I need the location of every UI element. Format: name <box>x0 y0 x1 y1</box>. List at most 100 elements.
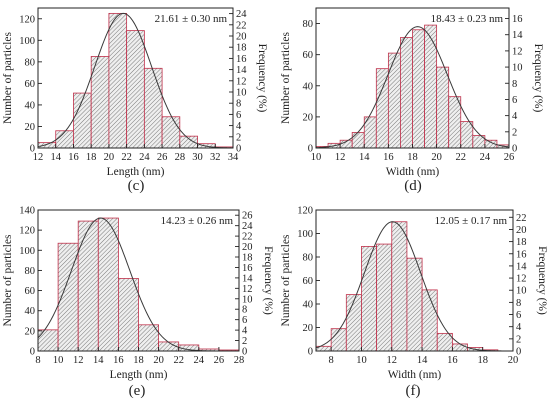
x-tick-label: 10 <box>53 355 64 366</box>
x-tick-label: 12 <box>335 152 346 163</box>
gaussian-fit-curve <box>315 26 510 149</box>
x-tick-label: 18 <box>133 355 144 366</box>
y-tick-label: 80 <box>25 266 36 277</box>
x-tick-label: 8 <box>329 355 334 366</box>
y2-tick-label: 26 <box>242 211 253 222</box>
y2-tick-label: 16 <box>242 263 253 274</box>
y-axis-label: Number of particles <box>2 234 14 326</box>
histogram-bar <box>424 24 438 149</box>
y2-tick-label: 10 <box>516 286 527 297</box>
histogram-bar <box>391 221 408 352</box>
y-tick-label: 60 <box>303 50 314 61</box>
x-tick-label: 22 <box>121 152 132 163</box>
y2-tick-label: 10 <box>512 63 523 74</box>
mean-size-annotation: 18.43 ± 0.23 nm <box>431 13 504 25</box>
y2-tick-label: 16 <box>516 249 527 260</box>
x-axis-label: Length (nm) <box>107 166 165 178</box>
x-tick-label: 16 <box>383 152 394 163</box>
mean-size-annotation: 14.23 ± 0.26 nm <box>161 215 234 227</box>
y2-tick-label: 16 <box>236 54 247 65</box>
y2-tick-label: 16 <box>512 14 523 25</box>
histogram-bar <box>375 68 389 149</box>
x-tick-label: 16 <box>113 355 124 366</box>
y2-tick-label: 14 <box>516 261 527 272</box>
x-tick-label: 12 <box>33 152 44 163</box>
histogram-bar <box>118 278 139 352</box>
y2-axis-label: Frequency (%) <box>536 246 548 315</box>
x-tick-label: 22 <box>456 152 467 163</box>
y2-tick-label: 2 <box>236 132 241 143</box>
mean-size-annotation: 12.05 ± 0.17 nm <box>435 215 508 227</box>
x-tick-label: 14 <box>359 152 370 163</box>
y2-tick-label: 14 <box>242 273 253 284</box>
y2-tick-label: 12 <box>516 274 527 285</box>
x-tick-label: 28 <box>175 152 186 163</box>
y-tick-label: 120 <box>19 226 35 237</box>
y-tick-label: 60 <box>25 286 36 297</box>
x-tick-label: 20 <box>104 152 115 163</box>
y-tick-label: 100 <box>297 229 313 240</box>
y2-axis-label: Frequency (%) <box>256 44 268 113</box>
mean-size-annotation: 21.61 ± 0.30 nm <box>155 13 228 25</box>
histogram-bar <box>345 294 362 352</box>
y2-tick-label: 0 <box>242 347 247 358</box>
histogram-bar <box>330 328 347 352</box>
x-tick-label: 30 <box>192 152 203 163</box>
histogram-bar <box>436 66 450 149</box>
y2-tick-label: 24 <box>236 9 247 20</box>
histogram-bar <box>448 96 462 149</box>
x-tick-label: 14 <box>93 355 104 366</box>
y-tick-label: 20 <box>25 122 36 133</box>
y2-tick-label: 22 <box>242 232 253 243</box>
y2-tick-label: 20 <box>516 225 527 236</box>
y2-tick-label: 12 <box>236 76 247 87</box>
y2-tick-label: 14 <box>236 65 247 76</box>
y2-axis-label: Frequency (%) <box>532 44 544 113</box>
histogram-bar <box>361 246 378 352</box>
x-tick-label: 12 <box>387 355 398 366</box>
y2-tick-label: 6 <box>516 310 521 321</box>
histogram-bar <box>126 30 145 149</box>
y2-tick-label: 14 <box>512 30 523 41</box>
gaussian-fit-curve <box>37 12 234 149</box>
chart-panel-f: 8 10 12 14 16 18 20020406080100120024681012141… <box>280 206 548 400</box>
gaussian-fit-curve <box>315 221 514 352</box>
histogram-bar <box>460 121 474 149</box>
y-tick-label: 100 <box>19 246 35 257</box>
y-axis-label: Number of particles <box>280 31 292 123</box>
y-tick-label: 80 <box>303 253 314 264</box>
y2-tick-label: 8 <box>236 99 241 110</box>
y2-tick-label: 8 <box>242 305 247 316</box>
panel-label: (d) <box>404 178 422 194</box>
histogram-bar <box>351 132 365 149</box>
x-tick-label: 18 <box>407 152 418 163</box>
histogram-bar <box>97 217 119 352</box>
y2-tick-label: 10 <box>242 294 253 305</box>
histogram-bar <box>451 343 468 352</box>
x-axis-label: Width (nm) <box>386 166 440 178</box>
y-axis-label: Number of particles <box>2 31 14 123</box>
x-tick-label: 18 <box>86 152 97 163</box>
histogram-bar <box>400 37 413 149</box>
y-tick-label: 0 <box>308 347 313 358</box>
x-tick-label: 12 <box>73 355 84 366</box>
y-tick-label: 0 <box>30 347 35 358</box>
y-tick-label: 40 <box>25 306 36 317</box>
y2-tick-label: 2 <box>242 336 247 347</box>
histogram-bar <box>55 130 74 149</box>
x-tick-label: 22 <box>173 355 184 366</box>
y2-tick-label: 8 <box>512 79 517 90</box>
y2-tick-label: 10 <box>236 88 247 99</box>
x-tick-label: 10 <box>311 152 322 163</box>
y2-tick-label: 4 <box>242 326 248 337</box>
y2-axis-label: Frequency (%) <box>262 246 274 315</box>
y-tick-label: 100 <box>19 36 35 47</box>
x-tick-label: 28 <box>234 355 245 366</box>
y2-tick-label: 12 <box>512 46 523 57</box>
y2-tick-label: 24 <box>242 221 253 232</box>
x-axis-label: Width (nm) <box>388 369 442 381</box>
chart-panel-c: 12 14 16 18 20 22 24 26 28 30 32 340204060801001200… <box>2 7 268 194</box>
y-tick-label: 40 <box>25 100 36 111</box>
x-tick-label: 24 <box>139 152 150 163</box>
chart-panel-e: 8 10 12 14 16 18 20 22 24 26 280204060801001201400… <box>2 206 274 400</box>
